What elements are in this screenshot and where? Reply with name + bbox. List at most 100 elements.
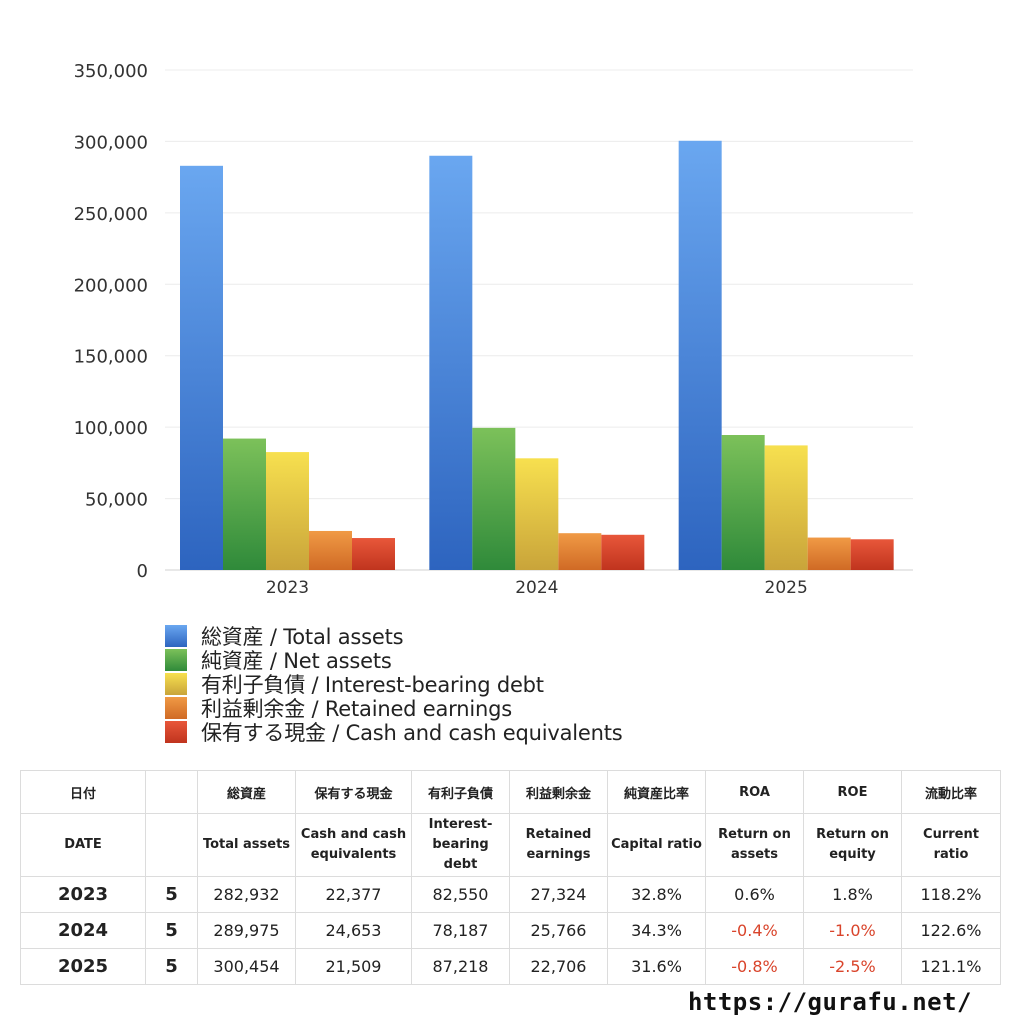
cell-current-ratio: 118.2% <box>901 876 1001 913</box>
legend-label-net-assets: 純資産 / Net assets <box>201 649 392 673</box>
header-capital-ratio-ja: 純資産比率 <box>607 770 706 814</box>
header-debt-ja: 有利子負債 <box>411 770 510 814</box>
cell-total-assets: 282,932 <box>197 876 296 913</box>
cell-roe: -1.0% <box>803 912 902 949</box>
cell-total-assets: 300,454 <box>197 948 296 985</box>
header-retained-en: Retained earnings <box>509 813 608 877</box>
cell-debt: 78,187 <box>411 912 510 949</box>
header-cash-en: Cash and cash equivalents <box>295 813 412 877</box>
cell-roa: 0.6% <box>705 876 804 913</box>
cell-roe: -2.5% <box>803 948 902 985</box>
legend-swatch-net-assets <box>165 649 187 671</box>
bar-net-assets-2024 <box>472 427 516 570</box>
bar-net-assets-2025 <box>721 435 765 570</box>
header-date-en: DATE <box>20 813 146 877</box>
legend-item-total-assets: 総資産 / Total assets <box>165 624 623 649</box>
cell-debt: 82,550 <box>411 876 510 913</box>
header-roe-ja: ROE <box>803 770 902 814</box>
cell-retained: 25,766 <box>509 912 608 949</box>
chart-bars <box>180 140 894 570</box>
bar-interest-bearing-debt-2023 <box>266 452 309 570</box>
x-axis-ticks: 2023 2024 2025 <box>266 578 808 598</box>
legend-swatch-interest-bearing-debt <box>165 673 187 695</box>
header-current-ratio-ja: 流動比率 <box>901 770 1001 814</box>
legend-label-total-assets: 総資産 / Total assets <box>201 625 404 649</box>
bar-net-assets-2023 <box>223 438 266 570</box>
cell-retained: 22,706 <box>509 948 608 985</box>
legend-label-retained-earnings: 利益剰余金 / Retained earnings <box>201 697 512 721</box>
cell-count: 5 <box>145 912 198 949</box>
legend-swatch-retained-earnings <box>165 697 187 719</box>
cell-cash: 22,377 <box>295 876 412 913</box>
header-roa-en: Return on assets <box>705 813 804 877</box>
table-row: 2024 5 289,975 24,653 78,187 25,766 34.3… <box>20 912 1001 949</box>
header-count-ja <box>145 770 198 814</box>
cell-current-ratio: 122.6% <box>901 912 1001 949</box>
legend-item-cash: 保有する現金 / Cash and cash equivalents <box>165 720 623 745</box>
header-debt-en: Interest-bearing debt <box>411 813 510 877</box>
y-tick-label: 100,000 <box>74 418 148 439</box>
cell-debt: 87,218 <box>411 948 510 985</box>
legend-label-cash: 保有する現金 / Cash and cash equivalents <box>201 721 623 745</box>
y-tick-label: 200,000 <box>74 275 148 296</box>
financial-table: 日付 総資産 保有する現金 有利子負債 利益剰余金 純資産比率 ROA ROE … <box>20 770 1001 985</box>
header-total-assets-en: Total assets <box>197 813 296 877</box>
header-roa-ja: ROA <box>705 770 804 814</box>
bar-retained-earnings-2024 <box>558 533 602 570</box>
site-url: https://gurafu.net/ <box>687 988 972 1016</box>
bar-cash-2023 <box>352 538 395 570</box>
header-date-ja: 日付 <box>20 770 146 814</box>
cell-roa: -0.8% <box>705 948 804 985</box>
header-cash-ja: 保有する現金 <box>295 770 412 814</box>
cell-current-ratio: 121.1% <box>901 948 1001 985</box>
header-retained-ja: 利益剰余金 <box>509 770 608 814</box>
header-capital-ratio-en: Capital ratio <box>607 813 706 877</box>
legend-swatch-cash <box>165 721 187 743</box>
y-axis-ticks: 350,000 300,000 250,000 200,000 150,000 100,0… <box>74 61 148 582</box>
y-tick-label: 350,000 <box>74 61 148 82</box>
header-roe-en: Return on equity <box>803 813 902 877</box>
cell-year: 2023 <box>20 876 146 913</box>
cell-retained: 27,324 <box>509 876 608 913</box>
bar-chart: 350,000 300,000 250,000 200,000 150,000 100,0… <box>74 61 913 598</box>
table-header-en: DATE Total assets Cash and cash equivale… <box>20 813 1001 877</box>
bar-retained-earnings-2025 <box>807 537 851 570</box>
y-tick-label: 50,000 <box>85 490 148 511</box>
bar-retained-earnings-2023 <box>309 530 352 570</box>
cell-roe: 1.8% <box>803 876 902 913</box>
legend-item-retained-earnings: 利益剰余金 / Retained earnings <box>165 696 623 721</box>
cell-roa: -0.4% <box>705 912 804 949</box>
table-row: 2025 5 300,454 21,509 87,218 22,706 31.6… <box>20 948 1001 985</box>
x-tick-label: 2024 <box>515 578 558 598</box>
chart-legend: 総資産 / Total assets 純資産 / Net assets 有利子負… <box>165 624 623 745</box>
bar-interest-bearing-debt-2025 <box>764 445 808 570</box>
table-header-ja: 日付 総資産 保有する現金 有利子負債 利益剰余金 純資産比率 ROA ROE … <box>20 770 1001 814</box>
header-total-assets-ja: 総資産 <box>197 770 296 814</box>
y-tick-label: 300,000 <box>74 132 148 153</box>
y-tick-label: 0 <box>137 561 148 582</box>
header-count-en <box>145 813 198 877</box>
legend-item-net-assets: 純資産 / Net assets <box>165 648 623 673</box>
header-current-ratio-en: Current ratio <box>901 813 1001 877</box>
bar-total-assets-2025 <box>678 140 722 570</box>
cell-capital-ratio: 34.3% <box>607 912 706 949</box>
y-tick-label: 250,000 <box>74 204 148 225</box>
cell-count: 5 <box>145 948 198 985</box>
legend-item-interest-bearing-debt: 有利子負債 / Interest-bearing debt <box>165 672 623 697</box>
bar-total-assets-2023 <box>180 165 223 570</box>
cell-capital-ratio: 31.6% <box>607 948 706 985</box>
table-row: 2023 5 282,932 22,377 82,550 27,324 32.8… <box>20 876 1001 913</box>
bar-cash-2025 <box>850 539 894 570</box>
bar-total-assets-2024 <box>429 155 473 570</box>
cell-capital-ratio: 32.8% <box>607 876 706 913</box>
x-tick-label: 2025 <box>765 578 808 598</box>
cell-cash: 24,653 <box>295 912 412 949</box>
cell-total-assets: 289,975 <box>197 912 296 949</box>
y-tick-label: 150,000 <box>74 347 148 368</box>
bar-interest-bearing-debt-2024 <box>515 458 559 570</box>
bar-cash-2024 <box>601 534 645 570</box>
cell-count: 5 <box>145 876 198 913</box>
legend-label-interest-bearing-debt: 有利子負債 / Interest-bearing debt <box>201 673 544 697</box>
cell-cash: 21,509 <box>295 948 412 985</box>
x-tick-label: 2023 <box>266 578 309 598</box>
